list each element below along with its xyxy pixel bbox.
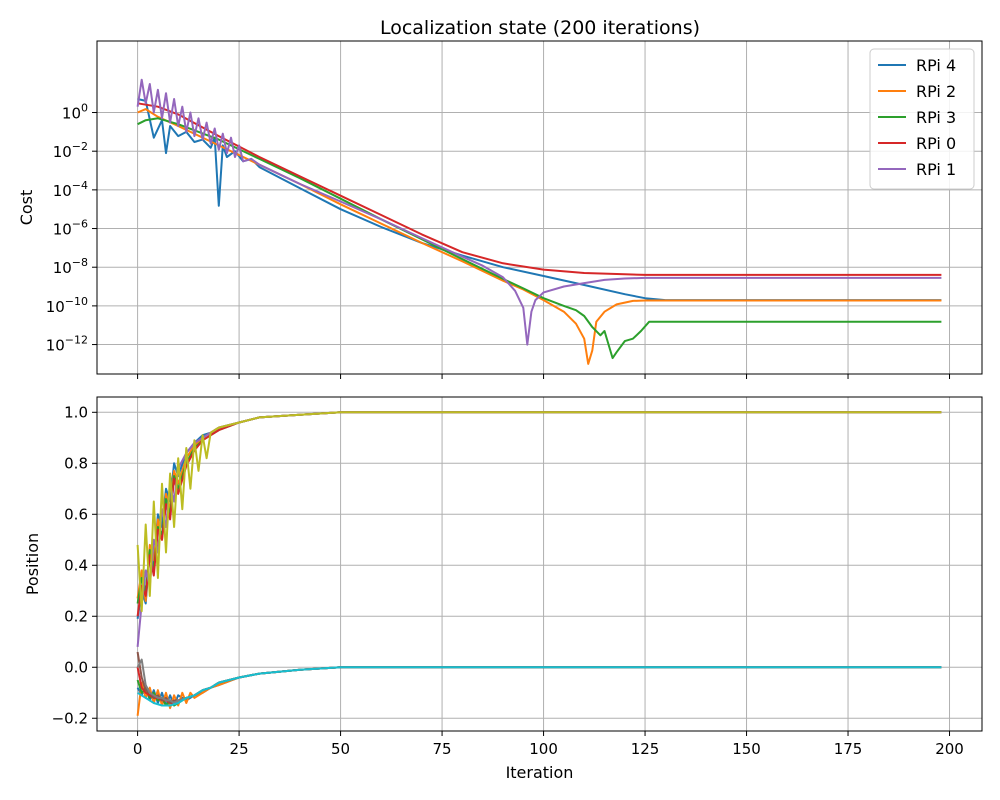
x-tick-label: 125 — [631, 740, 660, 758]
legend-box — [869, 48, 975, 190]
axes-frame — [96, 40, 983, 375]
legend-label: RPi 1 — [916, 160, 956, 179]
y-tick-label: 10−12 — [46, 334, 88, 355]
y-axis-label: Cost — [17, 190, 36, 226]
y-tick-label: 100 — [62, 102, 88, 123]
x-axis-label: Iteration — [506, 763, 574, 782]
x-tick-label: 100 — [529, 740, 558, 758]
legend-label: RPi 2 — [916, 82, 956, 101]
series-line-rpi-1 — [136, 78, 942, 346]
x-tick-label: 75 — [433, 740, 452, 758]
y-axis-label: Position — [23, 533, 42, 595]
y-tick-label: −0.2 — [52, 709, 88, 727]
x-tick-label: 150 — [732, 740, 761, 758]
y-tick-label: 0.8 — [64, 454, 88, 472]
legend-label: RPi 3 — [916, 108, 956, 127]
y-tick-label: 0.0 — [64, 658, 88, 676]
series-line-12 — [137, 666, 942, 707]
x-tick-label: 200 — [935, 740, 964, 758]
y-tick-label: 0.6 — [64, 505, 88, 523]
y-tick-label: 0.2 — [64, 607, 88, 625]
legend: RPi 4 RPi 2 RPi 3 RPi 0 RPi 1 — [869, 48, 975, 190]
legend-label: RPi 4 — [916, 56, 956, 75]
series-line-5 — [136, 411, 942, 613]
axes-frame — [96, 396, 983, 732]
y-tick-label: 10−10 — [46, 295, 88, 316]
y-tick-label: 10−2 — [53, 140, 88, 161]
y-tick-label: 10−4 — [53, 179, 88, 200]
x-tick-label: 25 — [230, 740, 249, 758]
x-tick-label: 175 — [834, 740, 863, 758]
y-tick-label: 10−6 — [53, 218, 88, 239]
y-tick-label: 1.0 — [64, 403, 88, 421]
series-line-rpi-4 — [137, 98, 942, 302]
chart-title: Localization state (200 iterations) — [380, 17, 700, 39]
x-tick-label: 0 — [133, 740, 143, 758]
y-tick-label: 10−8 — [53, 256, 88, 277]
legend-label: RPi 0 — [916, 134, 956, 153]
y-tick-label: 0.4 — [64, 556, 88, 574]
x-tick-label: 50 — [331, 740, 350, 758]
position-subplot: 0 25 50 75 100 125 150 175 200 1.0 0.8 0.6 0.4 0.2 0.0… — [23, 396, 983, 782]
